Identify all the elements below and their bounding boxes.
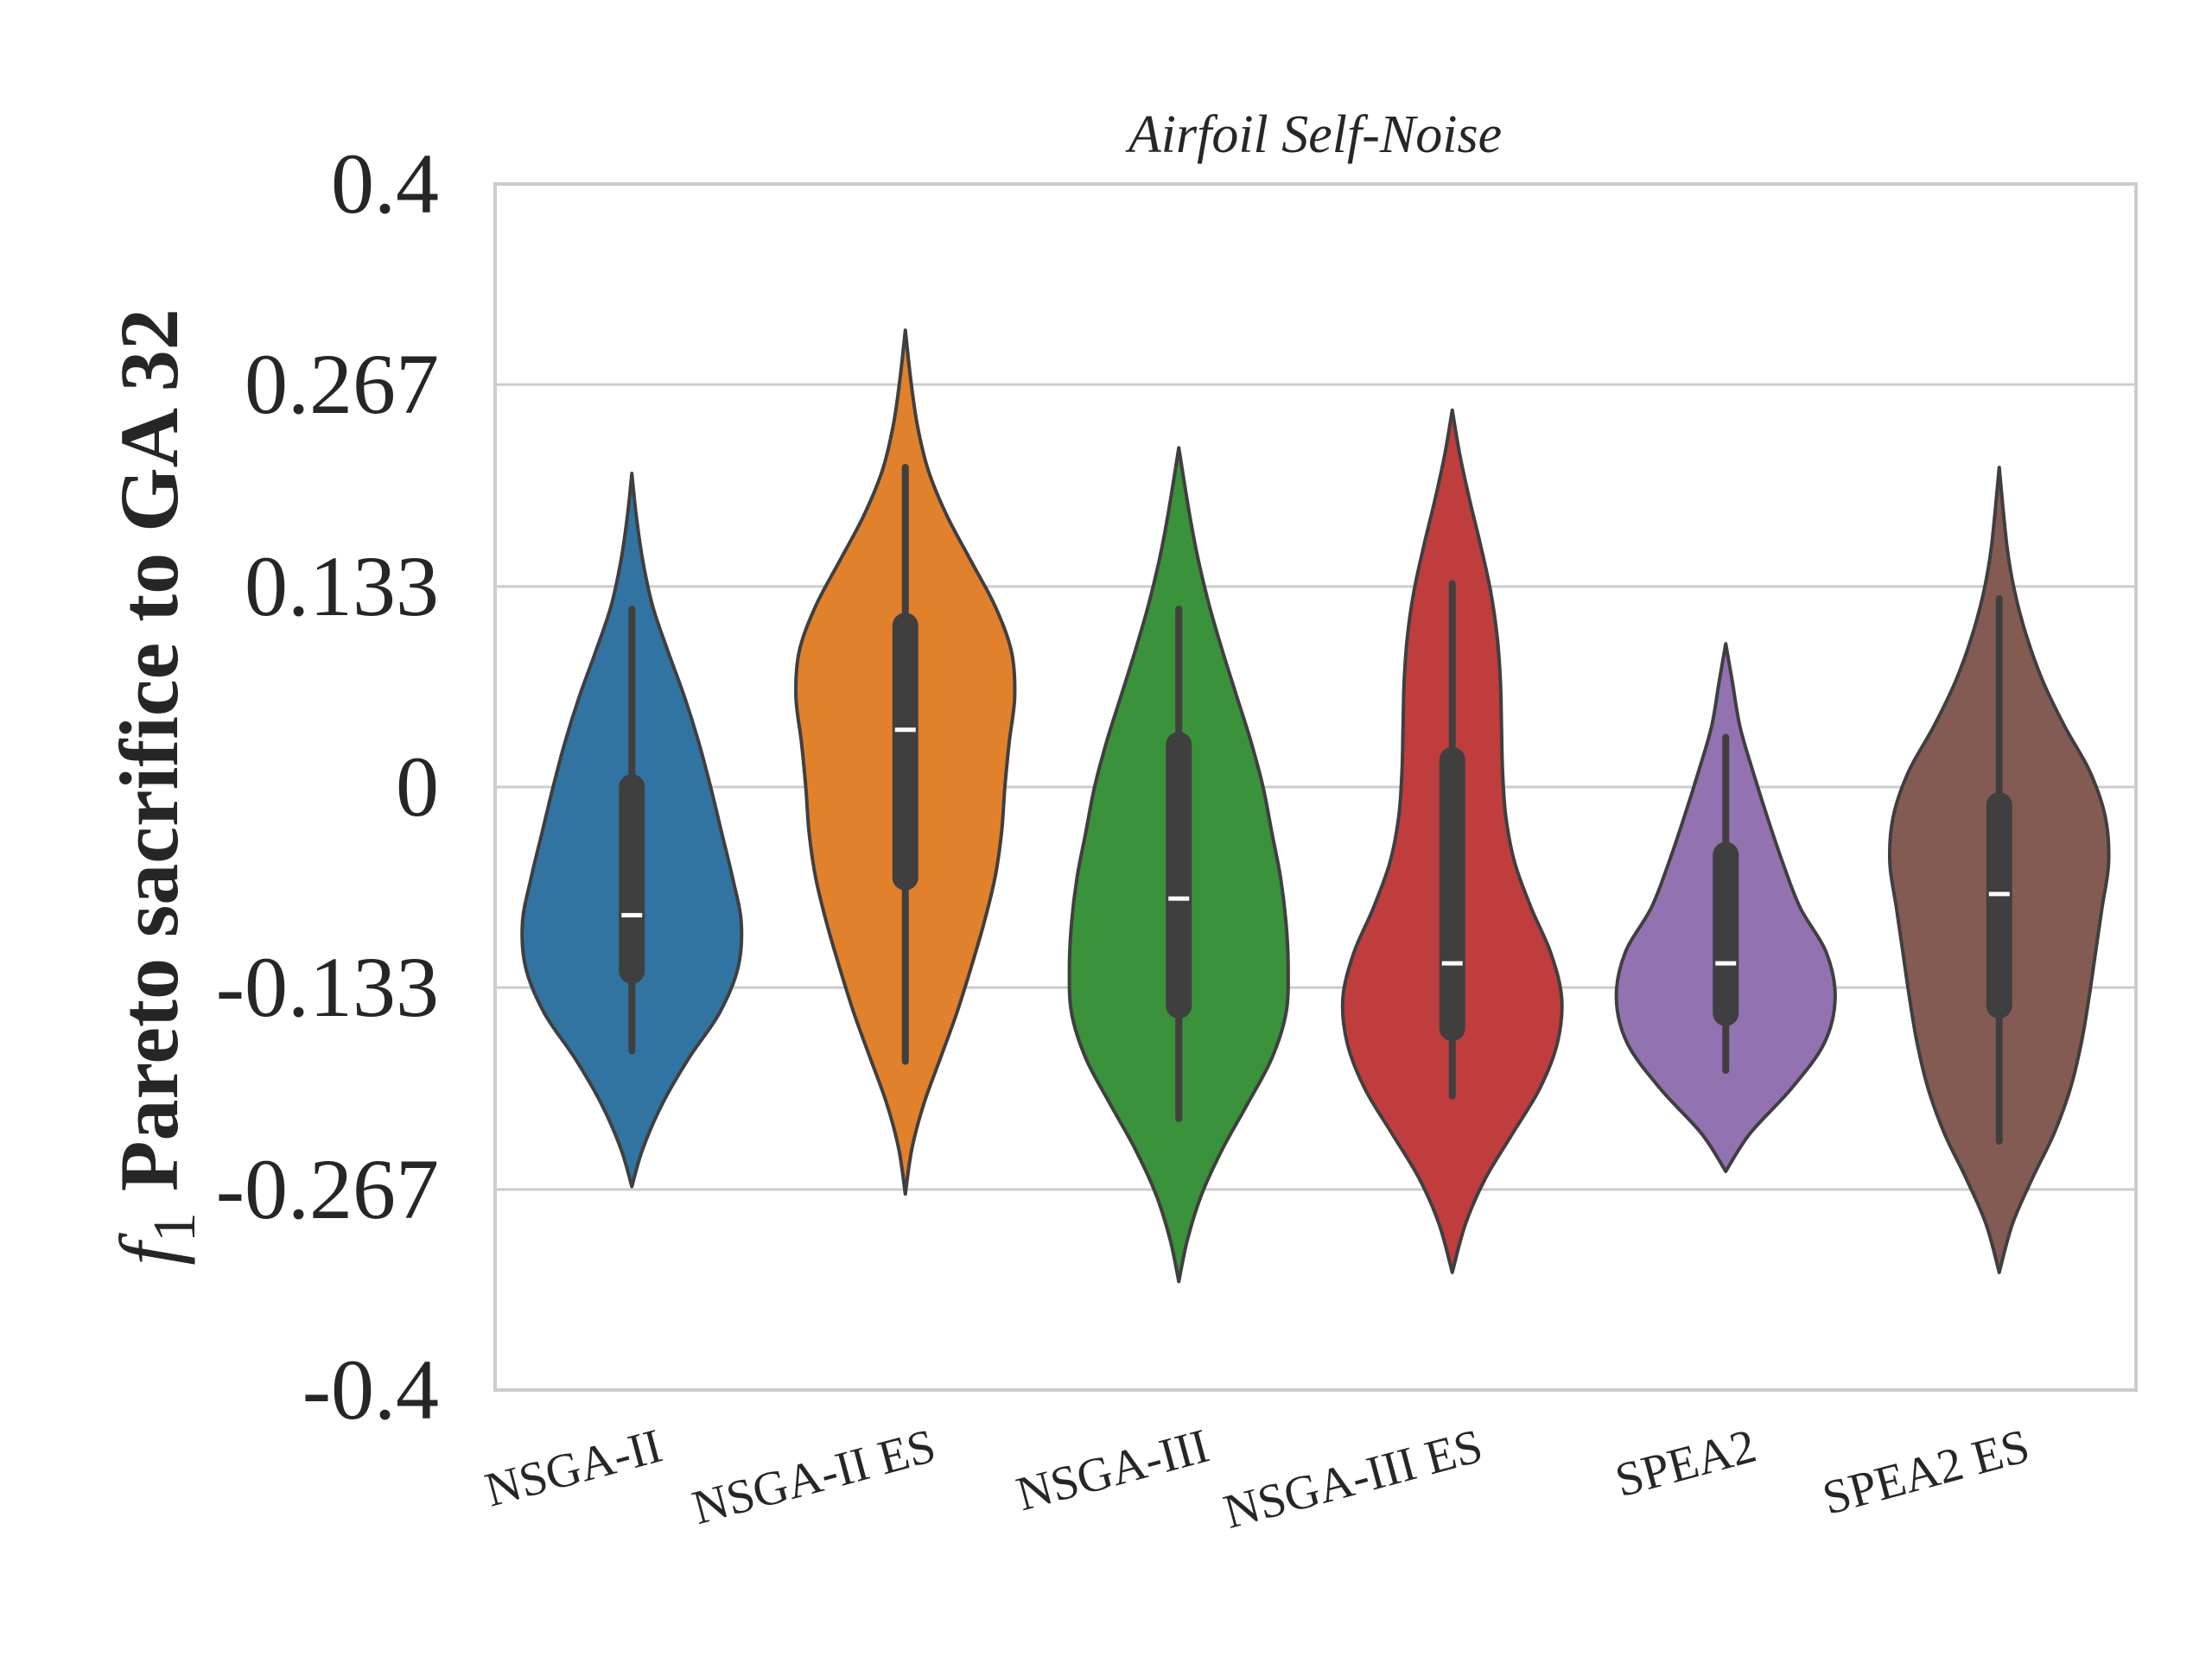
y-axis-label-text: Pareto sacrifice to GA 32 — [103, 308, 195, 1212]
violin-nsga-ii-es — [794, 328, 1017, 1196]
grid-lines — [495, 383, 2136, 1191]
y-tick-label: -0.133 — [216, 939, 439, 1035]
plot-frame — [493, 182, 2138, 1392]
violin-nsga-iii-es — [1340, 408, 1564, 1274]
chart-title: Airfoil Self-Noise — [1125, 105, 1502, 164]
y-tick-label: 0 — [396, 739, 439, 835]
y-tick-label: -0.4 — [302, 1342, 439, 1438]
violins — [520, 328, 2111, 1284]
y-axis-label: f1 Pareto sacrifice to GA 32 — [103, 308, 208, 1266]
y-tick-label: 0.133 — [245, 538, 439, 634]
violin-nsga-ii — [520, 472, 744, 1189]
y-tick-labels: 0.4 0.267 0.133 0 -0.133 -0.267 -0.4 — [216, 136, 439, 1438]
y-tick-label: -0.267 — [216, 1141, 439, 1237]
y-tick-label: 0.267 — [245, 336, 439, 432]
violin-nsga-iii — [1067, 446, 1290, 1284]
y-axis-label-subscript: 1 — [142, 1212, 208, 1242]
violin-spea2-es — [1887, 466, 2111, 1274]
y-tick-label: 0.4 — [331, 136, 439, 232]
violin-spea2 — [1614, 642, 1837, 1173]
